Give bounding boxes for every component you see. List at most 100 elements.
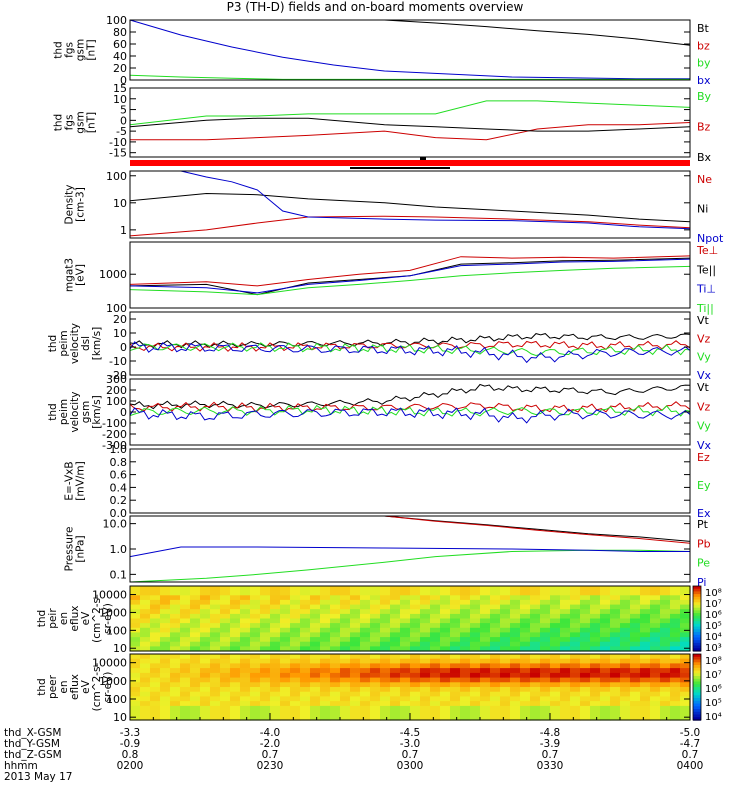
spectrogram-cell: [180, 599, 191, 606]
y-tick-label: 10: [113, 93, 127, 106]
spectrogram-cell: [450, 586, 461, 592]
spectrogram-cell: [420, 668, 431, 674]
spectrogram-cell: [660, 710, 671, 716]
spectrogram-cell: [530, 691, 541, 697]
y-tick-label: 5: [120, 104, 127, 117]
spectrogram-cell: [350, 586, 361, 592]
spectrogram-cell: [170, 599, 181, 606]
colorbar-swatch: [693, 654, 701, 658]
spectrogram-cell: [190, 677, 201, 683]
spectrogram-cell: [230, 705, 241, 712]
spectrogram-cell: [370, 687, 381, 693]
spectrogram-cell: [190, 646, 201, 652]
spectrogram-cell: [300, 599, 311, 606]
legend-entry: Npot: [697, 232, 724, 245]
colorbar-label: 10⁸: [705, 656, 722, 667]
spectrogram-cell: [560, 696, 571, 702]
spectrogram-cell: [470, 715, 481, 721]
spectrogram-cell: [580, 668, 591, 674]
spectrogram-cell: [640, 663, 651, 669]
spectrogram-cell: [650, 604, 661, 610]
spectrogram-cell: [210, 618, 221, 624]
legend-entry: Vz: [697, 332, 711, 345]
spectrogram-cell: [460, 590, 471, 596]
spectrogram-cell: [510, 658, 521, 664]
spectrogram-cell: [390, 637, 401, 643]
spectrogram-cell: [530, 595, 541, 601]
spectrogram-cell: [240, 595, 251, 601]
spectrogram-cell: [300, 658, 311, 664]
spectrogram-cell: [470, 604, 481, 610]
spectrogram-cell: [420, 637, 431, 643]
spectrogram-cell: [570, 637, 581, 643]
spectrogram-cell: [480, 646, 491, 652]
spectrogram-cell: [340, 701, 351, 707]
spectrogram-cell: [170, 715, 181, 721]
spectrogram-cell: [170, 623, 181, 629]
spectrogram-cell: [570, 590, 581, 596]
spectrogram-cell: [240, 632, 251, 638]
spectrogram-cell: [590, 668, 601, 674]
spectrogram-cell: [300, 627, 311, 633]
spectrogram-cell: [290, 613, 301, 620]
spectrogram-cell: [630, 705, 641, 712]
spectrogram-cell: [550, 677, 561, 683]
spectrogram-cell: [430, 609, 441, 615]
spectrogram-cell: [480, 687, 491, 693]
spectrogram-cell: [270, 646, 281, 652]
spectrogram-cell: [240, 627, 251, 633]
spectrogram-cell: [350, 672, 361, 679]
spectrogram-cell: [580, 691, 591, 697]
spectrogram-cell: [330, 696, 341, 702]
x-axis-value: -0.9: [120, 738, 141, 750]
spectrogram-cell: [500, 654, 511, 660]
spectrogram-cell: [470, 687, 481, 693]
y-tick-label: -300: [102, 439, 127, 452]
spectrogram-cell: [320, 663, 331, 669]
legend-entry: Pi: [697, 576, 706, 589]
spectrogram-cell: [580, 595, 591, 601]
spectrogram-cell: [400, 586, 411, 592]
spectrogram-cell: [350, 677, 361, 683]
spectrogram-cell: [410, 705, 421, 712]
spectrogram-cell: [160, 618, 171, 624]
spectrogram-cell: [280, 646, 291, 652]
spectrogram-cell: [490, 663, 501, 669]
spectrogram-cell: [260, 590, 271, 596]
spectrogram-cell: [260, 658, 271, 664]
spectrogram-cell: [330, 618, 341, 624]
spectrogram-cell: [550, 696, 561, 702]
x-axis-value: 0200: [117, 760, 144, 772]
spectrogram-cell: [190, 604, 201, 610]
spectrogram-cell: [430, 618, 441, 624]
spectrogram-cell: [230, 710, 241, 716]
spectrogram-cell: [670, 710, 681, 716]
spectrogram-cell: [480, 641, 491, 647]
spectrogram-cell: [610, 663, 621, 669]
colorbar-swatch: [693, 703, 701, 707]
x-axis-row-label: thd_Y-GSM: [4, 738, 60, 750]
spectrogram-cell: [580, 637, 591, 643]
spectrogram-cell: [670, 691, 681, 697]
spectrogram-cell: [680, 682, 691, 688]
spectrogram-cell: [390, 632, 401, 638]
spectrogram-cell: [630, 672, 641, 679]
spectrogram-cell: [460, 682, 471, 688]
spectrogram-cell: [310, 663, 321, 669]
colorbar-label: 10³: [705, 643, 722, 654]
y-tick-label: 10: [113, 711, 127, 724]
spectrogram-cell: [570, 658, 581, 664]
spectrogram-cell: [350, 696, 361, 702]
colorbar-swatch: [693, 586, 701, 590]
spectrogram-cell: [590, 627, 601, 633]
spectrogram-cell: [140, 687, 151, 693]
y-tick-label: 0: [120, 74, 127, 87]
x-axis-value: 0300: [397, 760, 424, 772]
spectrogram-cell: [440, 672, 451, 679]
spectrogram-cell: [380, 687, 391, 693]
spectrogram-cell: [230, 701, 241, 707]
spectrogram-cell: [400, 641, 411, 647]
y-tick-label: 100: [106, 624, 127, 637]
spectrogram-cell: [530, 654, 541, 660]
spectrogram-cell: [400, 663, 411, 669]
